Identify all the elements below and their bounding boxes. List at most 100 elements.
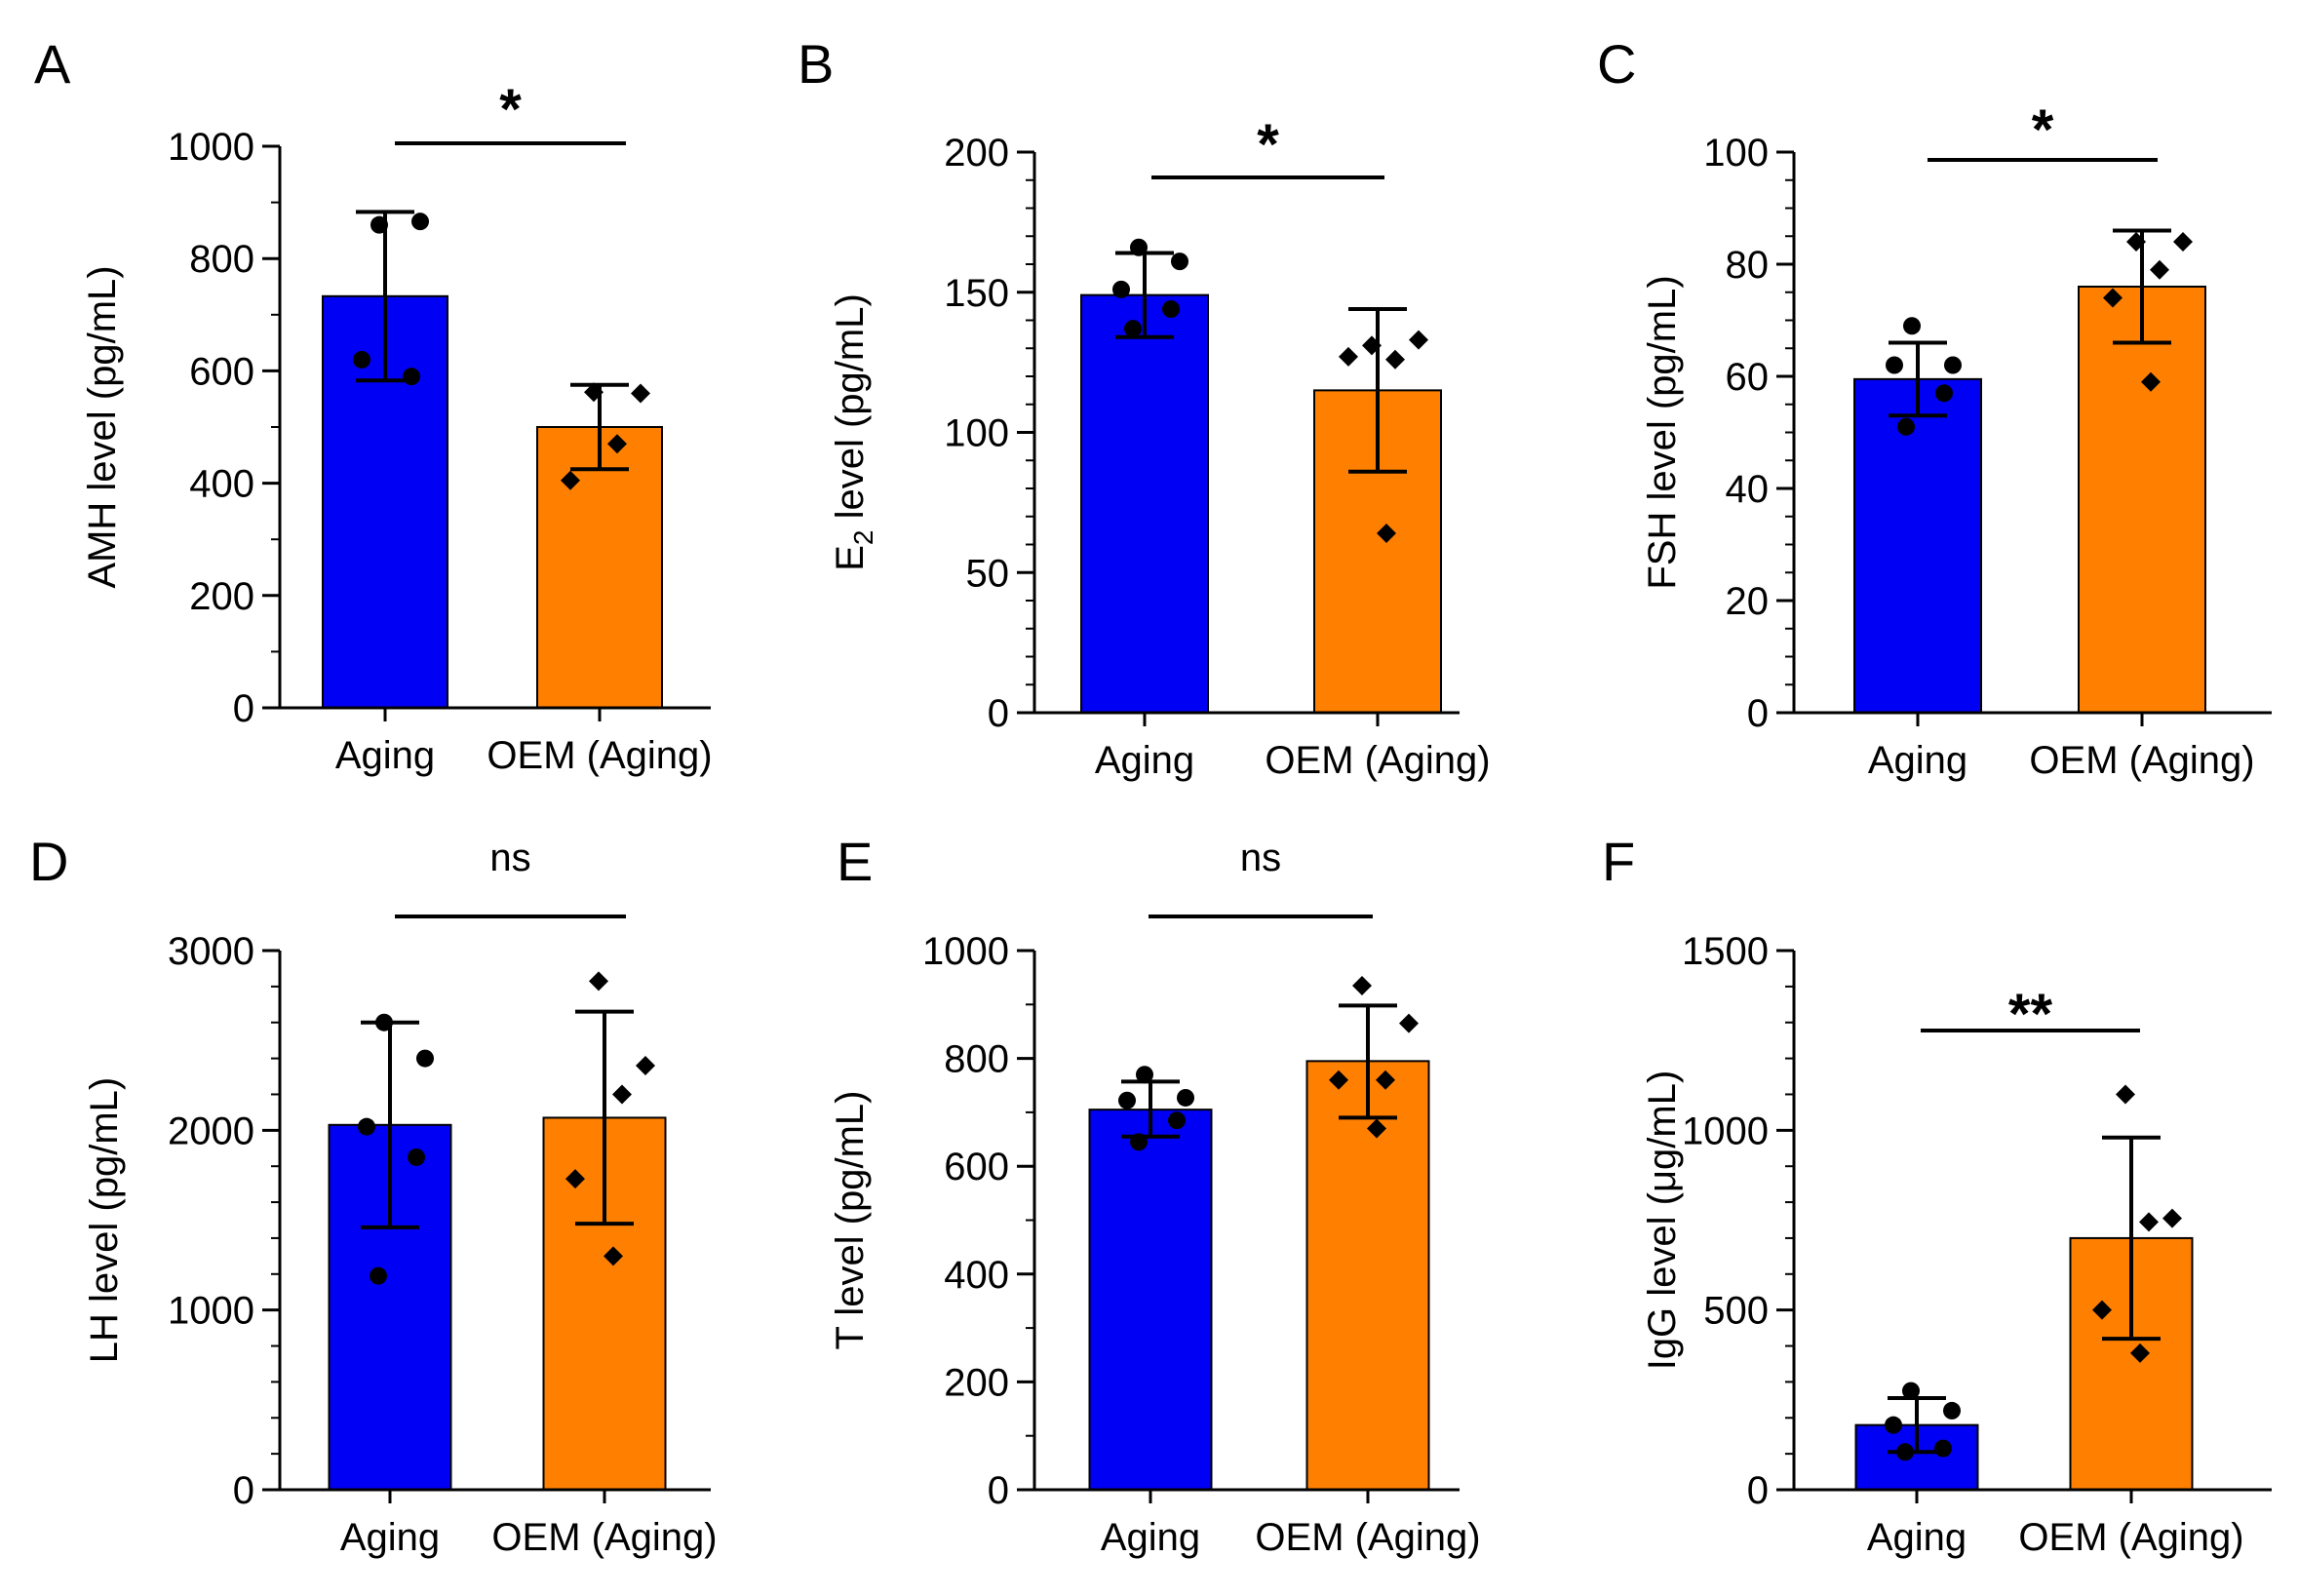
x-tick-label: OEM (Aging) xyxy=(491,1516,717,1559)
y-tick-label: 0 xyxy=(1747,692,1769,735)
y-tick-label: 400 xyxy=(944,1254,1009,1297)
y-tick-label: 800 xyxy=(189,238,254,281)
data-point-aging xyxy=(1168,1111,1186,1130)
data-point-aging xyxy=(1935,384,1953,403)
y-tick-label: 0 xyxy=(233,687,254,730)
x-tick-label: Aging xyxy=(335,734,435,777)
y-axis-label-subscript: 2 xyxy=(848,530,878,546)
y-axis-label-main: E xyxy=(829,545,872,571)
x-tick-label: OEM (Aging) xyxy=(2018,1516,2243,1559)
panel-letter: E xyxy=(837,831,873,892)
y-tick-label: 1000 xyxy=(1682,1109,1769,1152)
significance-label: * xyxy=(499,78,522,141)
y-axis-label-main: T level (pg/mL) xyxy=(829,1090,872,1349)
y-tick-label: 50 xyxy=(966,552,1010,595)
panel-letter: F xyxy=(1602,831,1635,892)
panel-e: E T level (pg/mL) 0 200 400 600 800 1000 Aging OE… xyxy=(829,831,1481,1559)
significance-label: * xyxy=(2032,98,2054,162)
y-tick-label: 800 xyxy=(944,1038,1009,1081)
data-point-oem-aging xyxy=(1385,349,1405,370)
data-point-aging xyxy=(1124,320,1142,338)
data-point-oem-aging xyxy=(607,434,627,454)
bar-aging xyxy=(1088,1109,1213,1491)
data-point-aging xyxy=(1943,1401,1961,1420)
y-tick-label: 60 xyxy=(1726,356,1770,399)
y-tick-label: 1500 xyxy=(1682,930,1769,973)
data-point-oem-aging xyxy=(2116,1084,2135,1105)
y-tick-label: 150 xyxy=(944,272,1009,315)
bar-oem-aging xyxy=(1305,1060,1430,1491)
data-point-oem-aging xyxy=(2092,1300,2112,1320)
y-axis-label: LH level (pg/mL) xyxy=(83,1077,126,1363)
data-point-aging xyxy=(1171,253,1188,271)
data-point-oem-aging xyxy=(2162,1208,2182,1228)
data-point-oem-aging xyxy=(2126,232,2146,252)
data-point-oem-aging xyxy=(1377,524,1396,543)
data-point-oem-aging xyxy=(631,383,650,404)
data-point-aging xyxy=(1177,1088,1194,1107)
data-point-aging xyxy=(1136,1066,1153,1084)
significance-label: ns xyxy=(1240,837,1281,879)
data-point-aging xyxy=(1112,280,1130,298)
y-tick-label: 20 xyxy=(1726,580,1770,623)
panel-c: C FSH level (pg/mL) 0 20 40 60 80 100 Aging OEM (… xyxy=(1597,33,2272,782)
y-axis-label-suffix: level (pg/mL) xyxy=(829,293,872,529)
data-point-oem-aging xyxy=(604,1246,623,1266)
y-tick-label: 200 xyxy=(189,575,254,618)
panel-d: D LH level (pg/mL) 0 1000 2000 3000 Aging OEM (… xyxy=(29,831,718,1559)
data-point-oem-aging xyxy=(2103,288,2123,308)
y-tick-label: 1000 xyxy=(168,1290,254,1333)
y-tick-label: 0 xyxy=(1747,1469,1769,1512)
data-point-aging xyxy=(1903,317,1921,335)
data-point-oem-aging xyxy=(1329,1070,1348,1090)
data-point-aging xyxy=(1897,417,1915,436)
y-tick-label: 40 xyxy=(1726,468,1770,511)
data-point-oem-aging xyxy=(1376,1070,1395,1090)
data-point-oem-aging xyxy=(636,1055,655,1075)
x-tick-label: Aging xyxy=(1095,739,1194,782)
data-point-aging xyxy=(411,213,429,231)
bar-aging xyxy=(1080,293,1209,714)
x-tick-label: OEM (Aging) xyxy=(1255,1516,1480,1559)
x-tick-label: Aging xyxy=(1101,1516,1200,1559)
data-point-oem-aging xyxy=(2139,1212,2159,1232)
y-axis-label: T level (pg/mL) xyxy=(829,1090,872,1349)
y-axis-label-main: FSH level (pg/mL) xyxy=(1641,275,1684,589)
y-tick-label: 1000 xyxy=(922,930,1009,973)
data-point-aging xyxy=(1886,356,1903,374)
data-point-aging xyxy=(358,1117,375,1136)
data-point-aging xyxy=(353,350,370,369)
panel-letter: A xyxy=(34,33,71,95)
y-axis-label: IgG level (μg/mL) xyxy=(1641,1070,1684,1371)
data-point-aging xyxy=(1130,238,1148,256)
bar-oem-aging xyxy=(2078,286,2206,714)
data-point-oem-aging xyxy=(2150,259,2169,280)
panel-letter: C xyxy=(1597,33,1636,95)
y-axis-label-main: LH level (pg/mL) xyxy=(83,1077,126,1363)
panel-letter: B xyxy=(798,33,834,95)
significance-label: ns xyxy=(489,837,530,879)
data-point-aging xyxy=(1118,1091,1136,1109)
data-point-aging xyxy=(1130,1133,1148,1151)
x-tick-label: OEM (Aging) xyxy=(2029,739,2254,782)
y-axis-label: FSH level (pg/mL) xyxy=(1641,275,1684,589)
data-point-oem-aging xyxy=(1409,330,1428,350)
data-point-oem-aging xyxy=(2173,232,2193,252)
data-point-aging xyxy=(1885,1416,1902,1434)
panel-f: F IgG level (μg/mL) 0 500 1000 1500 Aging OEM (… xyxy=(1602,831,2272,1559)
y-tick-label: 100 xyxy=(944,412,1009,455)
y-axis-label-main: IgG level (μg/mL) xyxy=(1641,1070,1684,1371)
y-tick-label: 1000 xyxy=(168,126,254,169)
data-point-aging xyxy=(1162,300,1180,318)
x-tick-label: OEM (Aging) xyxy=(1265,739,1490,782)
x-tick-label: Aging xyxy=(1867,1516,1967,1559)
y-tick-label: 600 xyxy=(944,1146,1009,1188)
data-point-aging xyxy=(370,1266,387,1285)
y-axis-label-main: AMH level (pg/mL) xyxy=(81,265,124,588)
data-point-aging xyxy=(1934,1439,1952,1458)
data-point-oem-aging xyxy=(1339,346,1358,367)
y-tick-label: 80 xyxy=(1726,244,1770,287)
y-axis-label: E2 level (pg/mL) xyxy=(829,293,878,571)
data-point-oem-aging xyxy=(612,1084,632,1105)
